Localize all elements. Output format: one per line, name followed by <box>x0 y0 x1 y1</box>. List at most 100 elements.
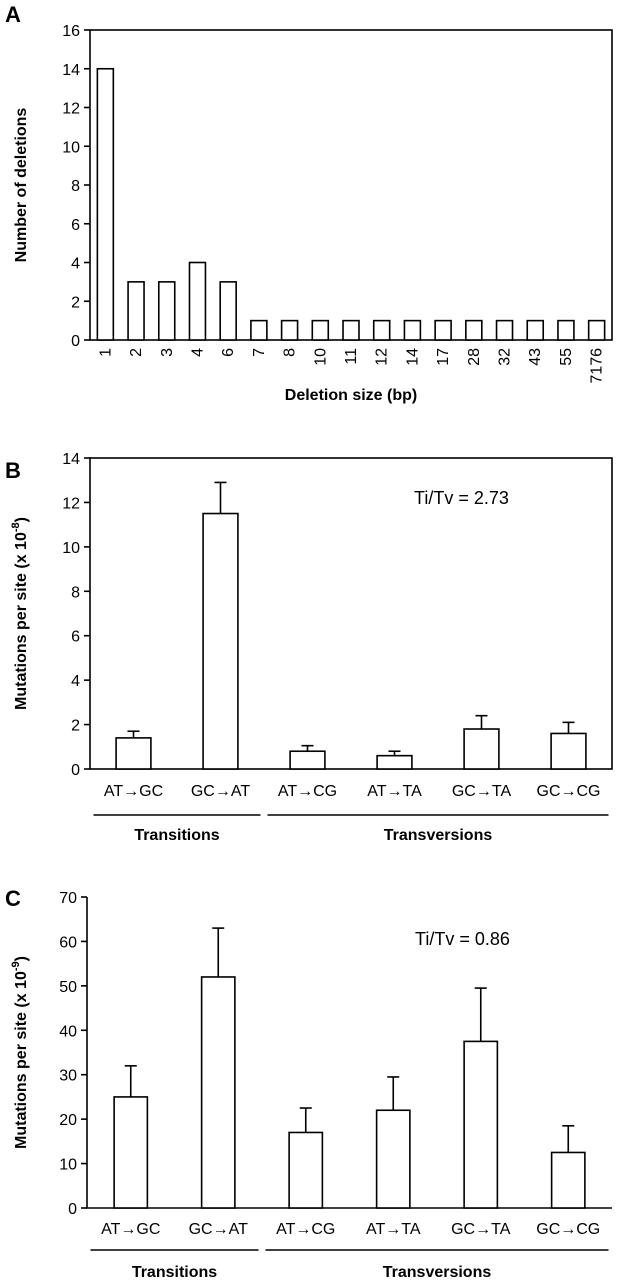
y-tick-label: 0 <box>71 762 80 779</box>
bar <box>463 1040 499 1209</box>
y-tick-label: 60 <box>59 934 77 951</box>
y-axis-label-close: ) <box>13 956 30 961</box>
group-label: Transitions <box>132 1264 217 1280</box>
bar <box>113 1096 149 1209</box>
y-axis-label-exponent: -8 <box>10 522 22 532</box>
bar <box>495 319 514 341</box>
x-tick-label: 7176 <box>589 348 606 384</box>
x-tick-label: 4 <box>189 348 206 357</box>
x-tick-label: GC→AT <box>189 1221 248 1238</box>
y-tick-label: 30 <box>59 1068 77 1085</box>
y-tick-label: 12 <box>62 101 80 118</box>
x-tick-label: GC→AT <box>191 783 250 800</box>
x-tick-label: AT→CG <box>278 783 337 800</box>
x-tick-label: 32 <box>497 348 514 366</box>
x-tick-label: 6 <box>220 348 237 357</box>
y-tick-label: 20 <box>59 1112 77 1129</box>
x-axis-label: Deletion size (bp) <box>285 387 417 404</box>
x-tick-label: 8 <box>282 348 299 357</box>
bar <box>434 319 452 341</box>
bar <box>557 319 575 341</box>
bar <box>550 1151 586 1209</box>
bar <box>280 319 299 341</box>
bar <box>250 319 268 341</box>
x-tick-label: GC→TA <box>451 1221 511 1238</box>
ti-tv-annotation: Ti/Tv = 2.73 <box>414 488 509 508</box>
y-tick-label: 10 <box>59 1157 77 1174</box>
chart-panel-c: C 0 10 20 30 40 50 60 70 Mutations per site (x 10… <box>5 886 612 1280</box>
y-axis-label: Number of deletions <box>13 108 30 263</box>
y-tick-label: 6 <box>71 629 80 646</box>
x-tick-label: 7 <box>251 348 268 357</box>
bar <box>372 319 391 341</box>
x-tick-label: 17 <box>435 348 452 366</box>
x-tick-label: AT→TA <box>366 1221 421 1238</box>
x-tick-label: 10 <box>312 348 329 366</box>
x-tick-label: 3 <box>159 348 176 357</box>
y-tick-label: 0 <box>68 1201 77 1218</box>
bar <box>188 261 207 341</box>
x-tick-label: GC→CG <box>536 1221 600 1238</box>
x-tick-label: GC→CG <box>537 783 601 800</box>
panel-letter: C <box>5 886 21 911</box>
axis-lines <box>86 897 612 1209</box>
bar <box>289 750 326 770</box>
y-tick-label: 0 <box>71 333 80 350</box>
y-tick-label: 16 <box>62 23 80 40</box>
bar <box>376 754 413 770</box>
x-tick-label: 55 <box>558 348 575 366</box>
x-tick-label: 43 <box>527 348 544 366</box>
x-tick-label: 2 <box>128 348 145 357</box>
y-tick-label: 40 <box>59 1023 77 1040</box>
y-tick-label: 2 <box>71 294 80 311</box>
y-tick-label: 8 <box>71 584 80 601</box>
x-tick-label: 1 <box>97 348 114 357</box>
bar <box>115 737 152 770</box>
y-tick-label: 14 <box>62 62 80 79</box>
y-axis-label-exponent: -9 <box>10 961 22 971</box>
bar <box>311 319 330 341</box>
bar <box>96 67 115 341</box>
x-tick-label: 11 <box>343 348 360 365</box>
bar <box>202 512 239 770</box>
y-tick-label: 8 <box>71 178 80 195</box>
y-tick-label: 12 <box>62 495 80 512</box>
y-axis-label: Mutations per site (x 10-8) <box>10 517 30 710</box>
y-axis-label-text: Mutations per site (x 10 <box>13 532 30 710</box>
bar <box>463 728 500 770</box>
x-tick-label: 28 <box>466 348 483 366</box>
y-tick-label: 14 <box>62 451 80 468</box>
ti-tv-annotation: Ti/Tv = 0.86 <box>415 929 510 949</box>
panel-letter: B <box>5 458 21 483</box>
y-tick-label: 2 <box>71 718 80 735</box>
bar <box>403 319 422 341</box>
bar <box>127 281 145 341</box>
y-tick-label: 10 <box>62 139 80 156</box>
bar <box>219 281 237 341</box>
y-tick-label: 70 <box>59 890 77 907</box>
chart-panel-b: B 0 2 4 6 8 10 12 14 Mutations per site (x 10-8) A… <box>5 451 613 844</box>
plot-frame <box>89 457 613 770</box>
bar <box>465 319 483 341</box>
group-label: Transversions <box>383 1264 492 1280</box>
bar <box>526 319 545 341</box>
x-tick-label: AT→TA <box>367 783 422 800</box>
x-tick-label: GC→TA <box>452 783 512 800</box>
group-label: Transversions <box>384 827 493 844</box>
bar <box>157 281 176 341</box>
x-tick-label: 12 <box>374 348 391 366</box>
y-axis-label-text: Mutations per site (x 10 <box>13 971 30 1149</box>
bar <box>375 1109 411 1209</box>
y-tick-label: 4 <box>71 256 80 273</box>
panel-letter: A <box>5 2 21 27</box>
y-axis-label-close: ) <box>13 517 30 522</box>
bar <box>550 732 587 770</box>
y-tick-label: 4 <box>71 673 80 690</box>
x-tick-label: AT→GC <box>104 783 163 800</box>
y-tick-label: 6 <box>71 217 80 234</box>
y-tick-label: 50 <box>59 979 77 996</box>
bar <box>200 976 236 1209</box>
bar <box>342 319 360 341</box>
